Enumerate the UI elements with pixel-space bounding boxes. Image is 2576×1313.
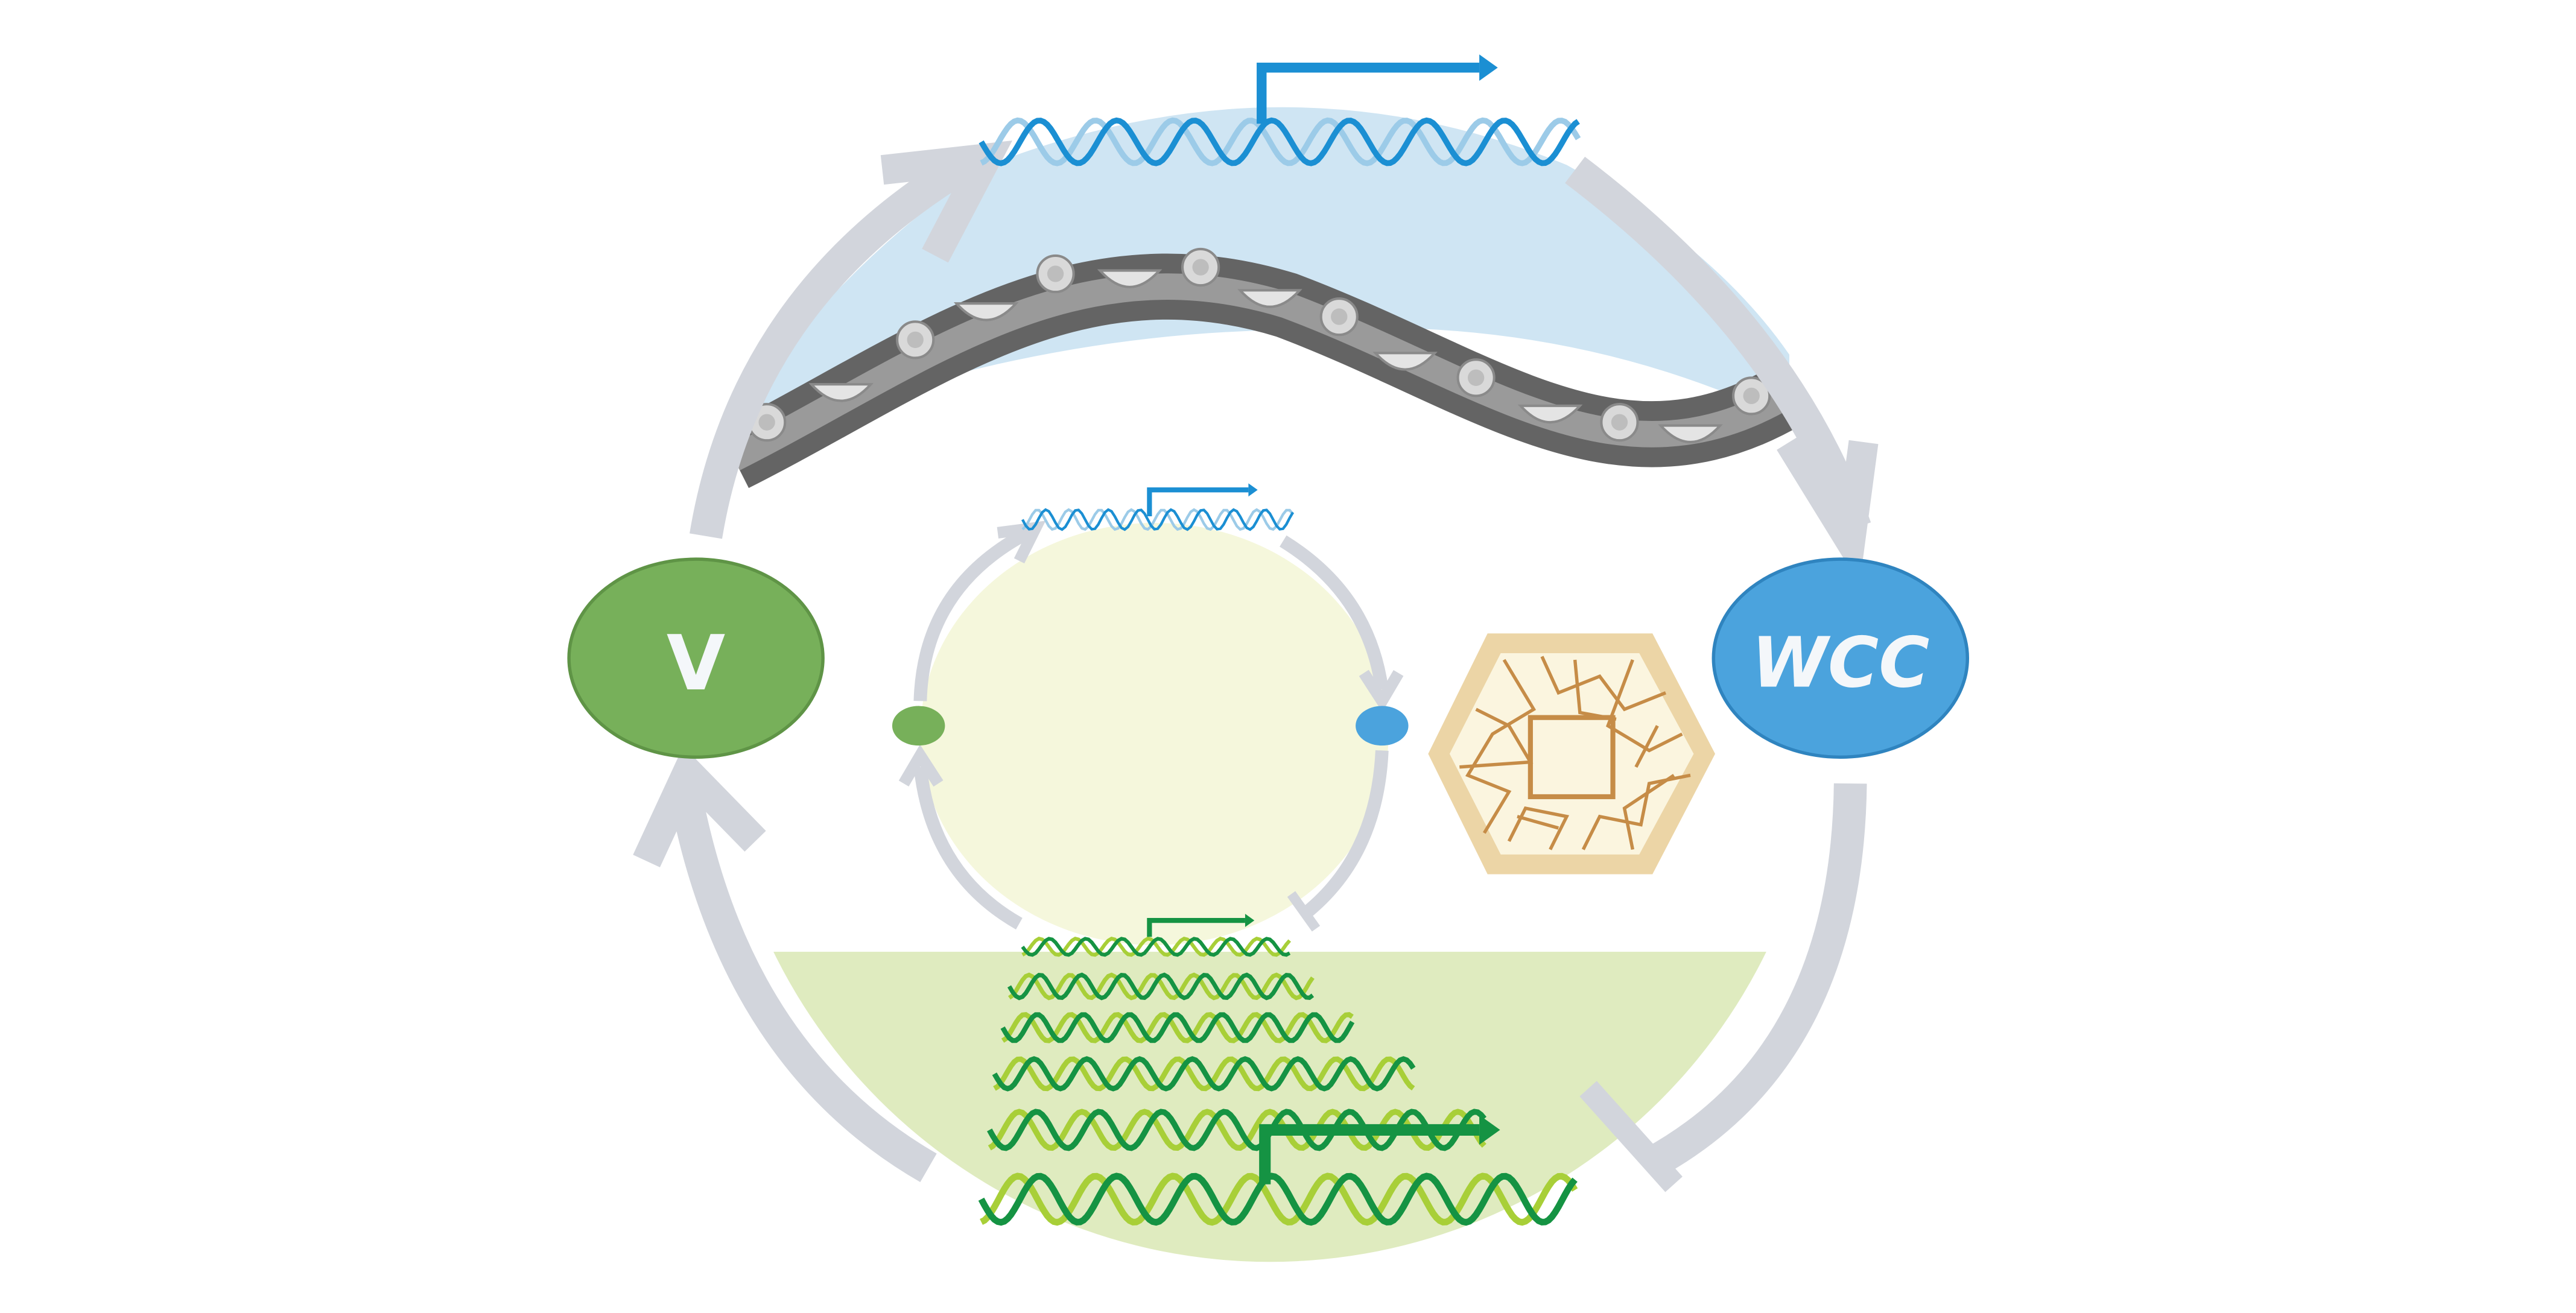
outer-cycle-arrows bbox=[633, 140, 1879, 1192]
arrow-top-to-wcc bbox=[1565, 156, 1871, 534]
inner-cycle-arrows bbox=[898, 520, 1404, 932]
arrow-wcc-to-bottom bbox=[1644, 783, 1867, 1178]
arrowhead-wcc bbox=[1777, 434, 1879, 584]
arrow-v-to-top bbox=[690, 151, 974, 539]
inhibition-bar-icon bbox=[1579, 1081, 1683, 1192]
transcription-start-arrow-icon bbox=[1147, 54, 1500, 1185]
wcc-node: WCC bbox=[1712, 557, 1970, 759]
cell-wall-hexagon-icon bbox=[1428, 633, 1716, 875]
v-node-label: V bbox=[667, 619, 725, 707]
inner-v-node bbox=[892, 706, 945, 746]
inner-wcc-node bbox=[1356, 706, 1409, 746]
dna-helix-icon bbox=[978, 117, 1581, 1226]
center-disc bbox=[920, 522, 1389, 946]
membrane-band bbox=[719, 247, 1803, 489]
arrowhead-v bbox=[633, 746, 766, 867]
wcc-node-label: WCC bbox=[1751, 622, 1929, 703]
protein-complex-icon bbox=[747, 247, 1771, 444]
arrow-bottom-to-v bbox=[668, 785, 937, 1183]
v-node: V bbox=[567, 557, 825, 759]
